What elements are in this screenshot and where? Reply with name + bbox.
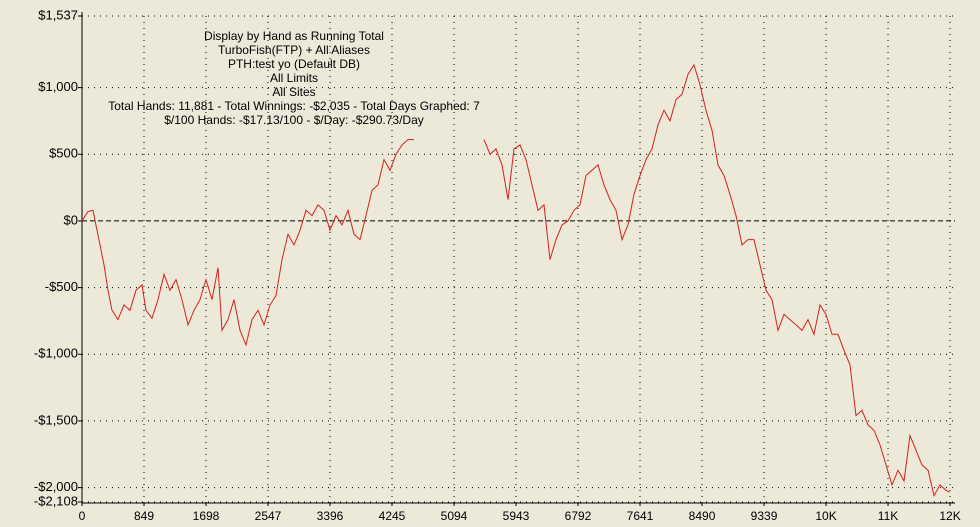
annotation: $/100 Hands: -$17.13/100 - $/Day: -$290.… [164,113,424,127]
annotation: PTH:test yo (Default DB) [228,57,360,71]
x-tick-label: 5094 [441,509,468,523]
y-tick-label: -$500 [45,279,78,294]
y-tick-label: -$1,000 [34,346,78,361]
x-tick-label: 11K [878,509,898,523]
x-tick-label: 1698 [193,509,220,523]
x-tick-label: 2547 [255,509,282,523]
x-tick-label: 6792 [565,509,592,523]
annotation: TurboFish(FTP) + All Aliases [218,43,370,57]
y-tick-label: -$1,500 [34,412,78,427]
y-tick-label: -$2,000 [34,479,78,494]
x-tick-label: 0 [79,509,86,523]
x-tick-label: 4245 [379,509,406,523]
annotation: Display by Hand as Running Total [204,29,384,43]
x-tick-label: 5943 [503,509,530,523]
annotation: All Sites [272,85,315,99]
y-tick-label: -$2,108 [34,493,78,508]
x-tick-label: 12K [939,509,960,523]
x-tick-label: 8490 [689,509,716,523]
line [81,63,950,497]
y-tick-label: $500 [49,146,78,161]
x-tick-label: 10K [815,509,836,523]
annotation: All Limits [270,71,318,85]
x-tick-label: 9339 [751,509,778,523]
annotation: Total Hands: 11,881 - Total Winnings: -$… [108,99,480,113]
y-tick-label: $1,000 [38,79,78,94]
x-tick-label: 7641 [627,509,654,523]
y-tick-label: $0 [64,212,78,227]
x-tick-label: 3396 [317,509,344,523]
y-tick-label: $1,537 [38,7,78,22]
x-tick-label: 849 [134,509,154,523]
